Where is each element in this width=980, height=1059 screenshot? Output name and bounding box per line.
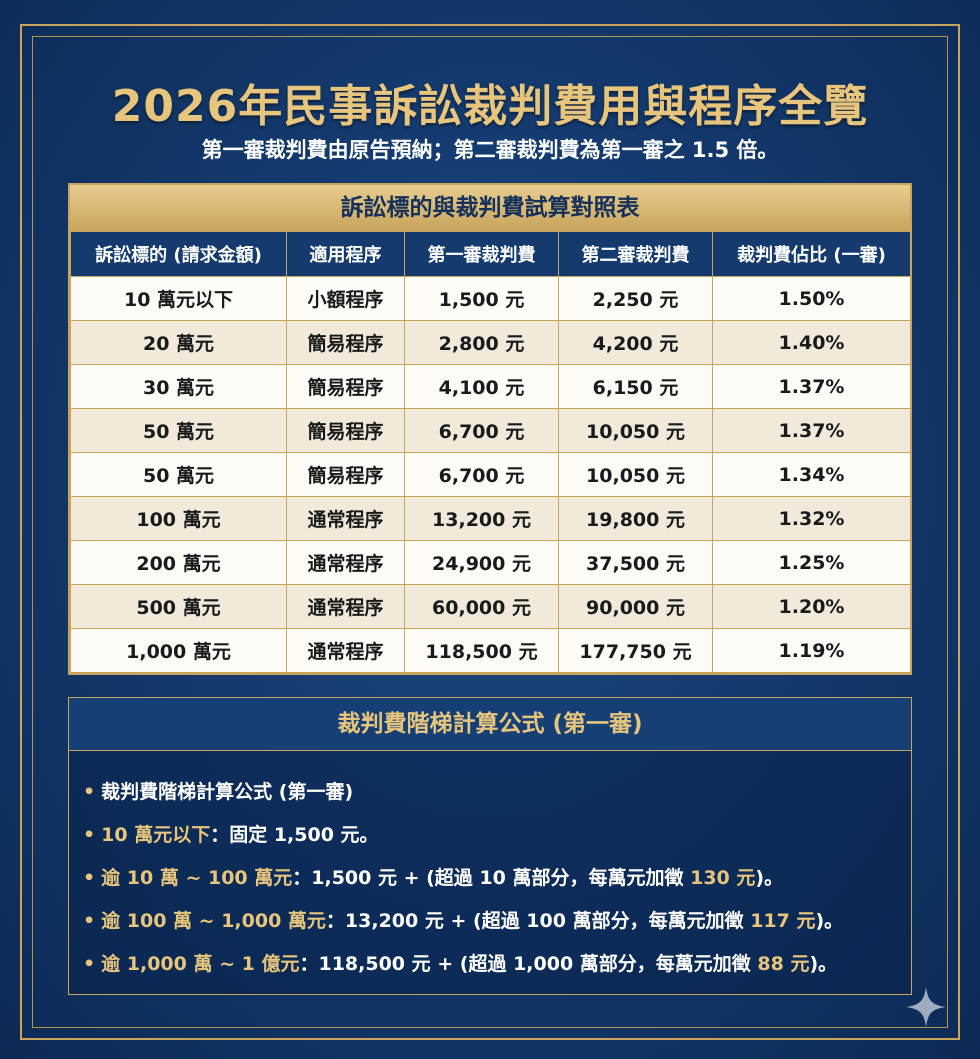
cell-ratio: 1.37% [712, 408, 911, 453]
cell-procedure: 簡易程序 [286, 364, 405, 409]
formula-tail: )。 [815, 910, 844, 932]
table-row: 200 萬元 通常程序 24,900 元 37,500 元 1.25% [70, 540, 911, 585]
page-title: 2026年民事訴訟裁判費用與程序全覽 [111, 81, 869, 132]
bullet-dot: • [83, 867, 96, 889]
table-row: 10 萬元以下 小額程序 1,500 元 2,250 元 1.50% [70, 276, 911, 321]
cell-claim-amount: 20 萬元 [70, 320, 287, 365]
cell-claim-amount: 50 萬元 [70, 452, 287, 497]
bullet-dot: • [83, 910, 96, 932]
bullet-dot: • [83, 953, 96, 975]
fee-table-title: 訴訟標的與裁判費試算對照表 [70, 185, 910, 231]
cell-claim-amount: 50 萬元 [70, 408, 287, 453]
table-header-row: 訴訟標的 (請求金額) 適用程序 第一審裁判費 第二審裁判費 裁判費佔比 (一審… [70, 231, 911, 277]
formula-range-label: 逾 10 萬 ~ 100 萬元 [101, 867, 293, 889]
formula-text: ：1,500 元 + (超過 10 萬部分，每萬元加徵 [292, 867, 691, 889]
cell-first-fee: 6,700 元 [404, 408, 559, 453]
table-row: 20 萬元 簡易程序 2,800 元 4,200 元 1.40% [70, 320, 911, 365]
cell-ratio: 1.34% [712, 452, 911, 497]
cell-procedure: 通常程序 [286, 628, 405, 673]
cell-second-fee: 10,050 元 [558, 452, 713, 497]
bullet-dot: • [83, 781, 96, 803]
formula-text: 裁判費階梯計算公式 (第一審) [101, 781, 354, 803]
cell-claim-amount: 100 萬元 [70, 496, 287, 541]
cell-ratio: 1.19% [712, 628, 911, 673]
table-row: 500 萬元 通常程序 60,000 元 90,000 元 1.20% [70, 584, 911, 629]
cell-first-fee: 6,700 元 [404, 452, 559, 497]
cell-ratio: 1.37% [712, 364, 911, 409]
cell-procedure: 小額程序 [286, 276, 405, 321]
list-item: • 逾 100 萬 ~ 1,000 萬元：13,200 元 + (超過 100 萬… [83, 900, 911, 943]
header-procedure: 適用程序 [286, 231, 405, 277]
list-item: • 裁判費階梯計算公式 (第一審) [83, 771, 911, 814]
list-item: • 10 萬元以下：固定 1,500 元。 [83, 814, 911, 857]
cell-claim-amount: 200 萬元 [70, 540, 287, 585]
cell-claim-amount: 1,000 萬元 [70, 628, 287, 673]
formula-title: 裁判費階梯計算公式 (第一審) [69, 698, 911, 751]
table-row: 100 萬元 通常程序 13,200 元 19,800 元 1.32% [70, 496, 911, 541]
cell-procedure: 通常程序 [286, 540, 405, 585]
formula-text: ：固定 1,500 元。 [210, 824, 379, 846]
cell-claim-amount: 500 萬元 [70, 584, 287, 629]
table-row: 30 萬元 簡易程序 4,100 元 6,150 元 1.37% [70, 364, 911, 409]
header-first-instance-fee: 第一審裁判費 [404, 231, 559, 277]
formula-rate: 88 元 [757, 953, 810, 975]
formula-text: ：118,500 元 + (超過 1,000 萬部分，每萬元加徵 [299, 953, 758, 975]
fee-table: 訴訟標的 (請求金額) 適用程序 第一審裁判費 第二審裁判費 裁判費佔比 (一審… [70, 231, 911, 673]
cell-first-fee: 4,100 元 [404, 364, 559, 409]
cell-first-fee: 13,200 元 [404, 496, 559, 541]
cell-ratio: 1.32% [712, 496, 911, 541]
formula-tail: )。 [809, 953, 838, 975]
cell-first-fee: 60,000 元 [404, 584, 559, 629]
formula-range-label: 10 萬元以下 [101, 824, 211, 846]
table-row: 1,000 萬元 通常程序 118,500 元 177,750 元 1.19% [70, 628, 911, 673]
cell-second-fee: 10,050 元 [558, 408, 713, 453]
cell-claim-amount: 10 萬元以下 [70, 276, 287, 321]
fee-table-panel: 訴訟標的與裁判費試算對照表 訴訟標的 (請求金額) 適用程序 第一審裁判費 第二… [68, 183, 912, 675]
page-subtitle: 第一審裁判費由原告預納；第二審裁判費為第一審之 1.5 倍。 [201, 138, 779, 162]
cell-second-fee: 4,200 元 [558, 320, 713, 365]
table-row: 50 萬元 簡易程序 6,700 元 10,050 元 1.34% [70, 452, 911, 497]
cell-procedure: 通常程序 [286, 584, 405, 629]
list-item: • 逾 1,000 萬 ~ 1 億元：118,500 元 + (超過 1,000 … [83, 943, 911, 986]
cell-ratio: 1.40% [712, 320, 911, 365]
cell-second-fee: 90,000 元 [558, 584, 713, 629]
cell-second-fee: 6,150 元 [558, 364, 713, 409]
cell-first-fee: 1,500 元 [404, 276, 559, 321]
formula-rate: 117 元 [750, 910, 816, 932]
cell-second-fee: 2,250 元 [558, 276, 713, 321]
header-fee-ratio: 裁判費佔比 (一審) [712, 231, 911, 277]
cell-procedure: 簡易程序 [286, 452, 405, 497]
formula-range-label: 逾 1,000 萬 ~ 1 億元 [101, 953, 300, 975]
header-claim-amount: 訴訟標的 (請求金額) [70, 231, 287, 277]
cell-second-fee: 37,500 元 [558, 540, 713, 585]
inner-frame [32, 36, 948, 1028]
cell-procedure: 通常程序 [286, 496, 405, 541]
header-second-instance-fee: 第二審裁判費 [558, 231, 713, 277]
cell-first-fee: 24,900 元 [404, 540, 559, 585]
table-row: 50 萬元 簡易程序 6,700 元 10,050 元 1.37% [70, 408, 911, 453]
cell-ratio: 1.25% [712, 540, 911, 585]
formula-range-label: 逾 100 萬 ~ 1,000 萬元 [101, 910, 326, 932]
cell-procedure: 簡易程序 [286, 320, 405, 365]
cell-procedure: 簡易程序 [286, 408, 405, 453]
cell-first-fee: 2,800 元 [404, 320, 559, 365]
formula-list: • 裁判費階梯計算公式 (第一審) • 10 萬元以下：固定 1,500 元。 • 逾… [69, 751, 911, 986]
cell-second-fee: 19,800 元 [558, 496, 713, 541]
cell-first-fee: 118,500 元 [404, 628, 559, 673]
formula-panel: 裁判費階梯計算公式 (第一審) • 裁判費階梯計算公式 (第一審) • 10 萬元以… [68, 697, 912, 995]
bullet-dot: • [83, 824, 96, 846]
list-item: • 逾 10 萬 ~ 100 萬元：1,500 元 + (超過 10 萬部分，每萬… [83, 857, 911, 900]
formula-text: ：13,200 元 + (超過 100 萬部分，每萬元加徵 [325, 910, 751, 932]
formula-tail: )。 [755, 867, 784, 889]
cell-ratio: 1.20% [712, 584, 911, 629]
formula-rate: 130 元 [690, 867, 756, 889]
sparkle-icon [906, 987, 946, 1027]
outer-frame [20, 24, 960, 1040]
cell-claim-amount: 30 萬元 [70, 364, 287, 409]
cell-second-fee: 177,750 元 [558, 628, 713, 673]
cell-ratio: 1.50% [712, 276, 911, 321]
